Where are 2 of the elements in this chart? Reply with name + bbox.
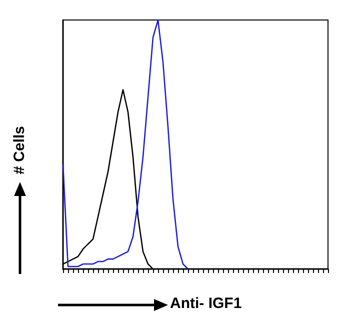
x-axis-title: Anti- IGF1	[170, 295, 242, 312]
y-axis-title: # Cells	[11, 126, 28, 174]
